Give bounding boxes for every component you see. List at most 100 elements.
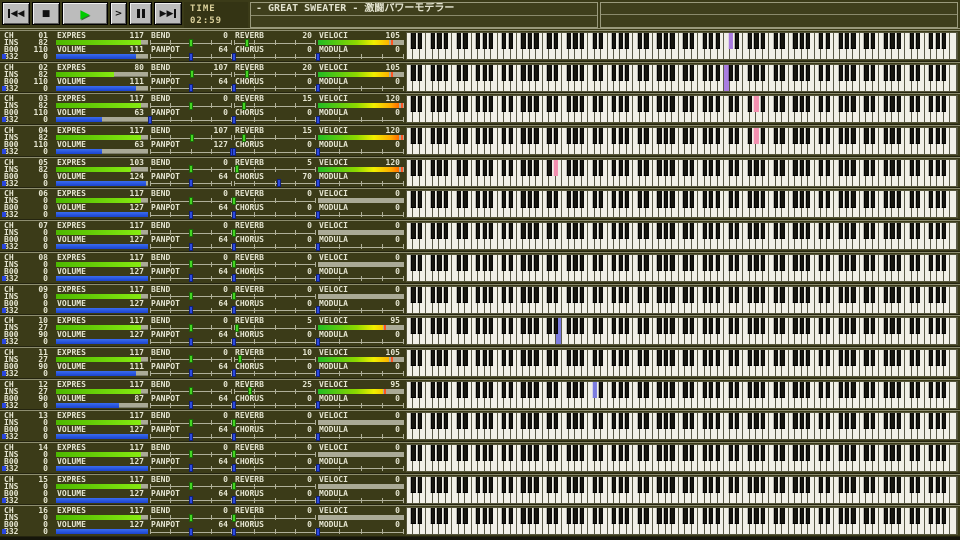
panpot-slider-thumb[interactable]	[189, 337, 194, 346]
chorus-slider-thumb[interactable]	[232, 52, 236, 61]
chorus-slider-thumb[interactable]	[232, 242, 236, 251]
expression-bar[interactable]	[56, 420, 148, 426]
expression-bar[interactable]	[56, 483, 148, 489]
panpot-slider[interactable]	[150, 210, 232, 219]
bend-slider[interactable]	[150, 260, 232, 269]
bend-slider[interactable]	[150, 133, 232, 142]
reverb-slider-thumb[interactable]	[232, 450, 236, 459]
panpot-slider[interactable]	[148, 115, 232, 124]
volume-bar[interactable]	[56, 307, 148, 313]
bend-slider-thumb[interactable]	[189, 450, 193, 459]
bend-slider-thumb[interactable]	[189, 260, 193, 269]
expression-bar[interactable]	[56, 166, 148, 172]
chorus-slider-thumb[interactable]	[232, 464, 236, 473]
bend-slider[interactable]	[150, 355, 232, 364]
panpot-slider-thumb[interactable]	[189, 84, 194, 93]
volume-bar[interactable]	[56, 339, 148, 345]
chorus-slider-thumb[interactable]	[232, 337, 236, 346]
panpot-slider-thumb[interactable]	[189, 496, 194, 505]
chorus-slider[interactable]	[232, 147, 316, 156]
modulation-slider-thumb[interactable]	[316, 464, 320, 473]
reverb-slider-thumb[interactable]	[235, 323, 240, 332]
bend-slider-thumb[interactable]	[189, 165, 193, 174]
volume-bar[interactable]	[56, 54, 148, 59]
modulation-slider-thumb[interactable]	[316, 527, 320, 536]
velocity-bar[interactable]	[318, 40, 404, 45]
modulation-slider-thumb[interactable]	[316, 84, 320, 93]
pause-button[interactable]	[129, 2, 152, 25]
panpot-slider-thumb[interactable]	[189, 369, 194, 378]
bend-slider-thumb[interactable]	[189, 133, 194, 142]
panpot-slider-thumb[interactable]	[148, 115, 152, 124]
reverb-slider-thumb[interactable]	[232, 260, 236, 269]
expression-bar[interactable]	[56, 198, 148, 204]
reverb-slider[interactable]	[234, 133, 316, 142]
bend-slider-thumb[interactable]	[189, 228, 193, 237]
reverb-slider[interactable]	[232, 260, 316, 269]
chorus-slider-thumb[interactable]	[277, 179, 282, 188]
modulation-slider[interactable]	[316, 401, 404, 410]
velocity-bar[interactable]	[318, 451, 404, 457]
expression-bar[interactable]	[56, 71, 148, 77]
chorus-slider-thumb[interactable]	[232, 496, 236, 505]
chorus-slider[interactable]	[232, 401, 316, 410]
expression-bar[interactable]	[56, 356, 148, 362]
bend-slider[interactable]	[150, 228, 232, 237]
stop-button[interactable]: ■	[32, 2, 60, 25]
expression-bar[interactable]	[56, 230, 148, 236]
bend-slider[interactable]	[150, 70, 232, 79]
panpot-slider[interactable]	[150, 496, 232, 505]
bend-slider-thumb[interactable]	[189, 387, 193, 396]
volume-bar[interactable]	[56, 402, 148, 408]
velocity-bar[interactable]	[318, 198, 404, 204]
panpot-slider[interactable]	[150, 401, 232, 410]
modulation-slider[interactable]	[316, 274, 404, 283]
bend-slider-thumb[interactable]	[189, 418, 193, 427]
bend-slider[interactable]	[150, 292, 232, 300]
bend-slider[interactable]	[150, 418, 232, 427]
velocity-bar[interactable]	[318, 135, 404, 141]
velocity-bar[interactable]	[318, 230, 404, 236]
reverb-slider[interactable]	[232, 513, 316, 522]
panpot-slider[interactable]	[150, 179, 232, 188]
volume-bar[interactable]	[56, 275, 148, 281]
bend-slider[interactable]	[150, 38, 232, 47]
velocity-bar[interactable]	[318, 388, 404, 394]
modulation-slider[interactable]	[316, 179, 404, 188]
chorus-slider[interactable]	[232, 337, 316, 346]
volume-bar[interactable]	[56, 149, 148, 155]
velocity-bar[interactable]	[318, 325, 404, 331]
panpot-slider-thumb[interactable]	[189, 306, 194, 314]
expression-bar[interactable]	[56, 515, 148, 521]
chorus-slider-thumb[interactable]	[232, 401, 236, 410]
velocity-bar[interactable]	[318, 71, 404, 77]
panpot-slider[interactable]	[150, 84, 232, 93]
bend-slider-thumb[interactable]	[189, 292, 193, 300]
modulation-slider[interactable]	[316, 242, 404, 251]
reverb-slider-thumb[interactable]	[232, 513, 236, 522]
chorus-slider-thumb[interactable]	[232, 527, 236, 536]
bend-slider[interactable]	[150, 196, 232, 205]
reverb-slider[interactable]	[234, 101, 316, 110]
expression-bar[interactable]	[56, 388, 148, 394]
modulation-slider[interactable]	[316, 147, 404, 156]
chorus-slider[interactable]	[232, 306, 316, 314]
modulation-slider-thumb[interactable]	[316, 147, 320, 156]
modulation-slider-thumb[interactable]	[316, 115, 320, 124]
bend-slider-thumb[interactable]	[189, 355, 193, 364]
modulation-slider-thumb[interactable]	[316, 432, 320, 441]
velocity-bar[interactable]	[318, 293, 404, 299]
bend-slider[interactable]	[150, 513, 232, 522]
chorus-slider[interactable]	[232, 527, 316, 536]
chorus-slider[interactable]	[232, 432, 316, 441]
panpot-slider[interactable]	[150, 306, 232, 314]
expression-bar[interactable]	[56, 40, 148, 45]
chorus-slider-thumb[interactable]	[232, 147, 236, 156]
reverb-slider-thumb[interactable]	[232, 418, 236, 427]
reverb-slider[interactable]	[232, 418, 316, 427]
bend-slider-thumb[interactable]	[189, 70, 194, 79]
velocity-bar[interactable]	[318, 166, 404, 172]
reverb-slider[interactable]	[232, 482, 316, 491]
panpot-slider[interactable]	[150, 369, 232, 378]
bend-slider-thumb[interactable]	[189, 323, 193, 332]
